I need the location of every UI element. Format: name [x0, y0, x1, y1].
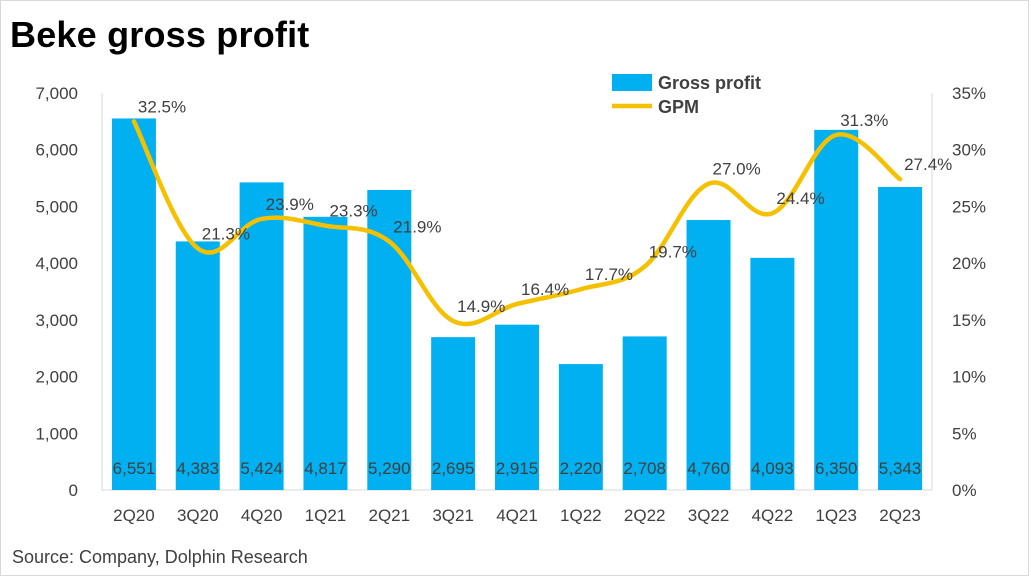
bar-data-label: 4,093 — [751, 459, 794, 478]
line-data-label: 21.9% — [393, 218, 441, 237]
y-left-tick-label: 7,000 — [35, 84, 78, 103]
x-tick-label: 2Q23 — [879, 506, 921, 525]
line-data-label: 24.4% — [776, 189, 824, 208]
line-data-label: 23.9% — [266, 195, 314, 214]
bar-gross-profit — [750, 257, 795, 490]
y-left-tick-label: 4,000 — [35, 254, 78, 273]
x-tick-label: 4Q21 — [496, 506, 538, 525]
y-right-tick-label: 15% — [952, 311, 986, 330]
x-tick-label: 2Q20 — [113, 506, 155, 525]
bar-data-label: 2,220 — [560, 459, 603, 478]
bar-gross-profit — [111, 118, 156, 490]
x-tick-label: 1Q22 — [560, 506, 602, 525]
x-tick-label: 1Q23 — [815, 506, 857, 525]
x-tick-label: 4Q20 — [241, 506, 283, 525]
line-data-label: 14.9% — [457, 297, 505, 316]
y-right-tick-label: 25% — [952, 197, 986, 216]
bar-data-label: 2,695 — [432, 459, 475, 478]
line-data-label: 21.3% — [202, 224, 250, 243]
x-tick-label: 3Q22 — [688, 506, 730, 525]
y-left-tick-label: 1,000 — [35, 424, 78, 443]
x-tick-label: 4Q22 — [752, 506, 794, 525]
line-data-label: 31.3% — [840, 111, 888, 130]
bar-data-label: 4,383 — [176, 459, 219, 478]
bar-gross-profit — [495, 324, 539, 490]
bar-gross-profit — [622, 336, 667, 490]
y-right-tick-label: 0% — [952, 481, 977, 500]
bar-gross-profit — [878, 186, 923, 490]
line-data-label: 27.4% — [904, 155, 952, 174]
y-left-tick-label: 2,000 — [35, 368, 78, 387]
bar-data-label: 5,424 — [240, 459, 283, 478]
x-tick-label: 3Q20 — [177, 506, 219, 525]
bar-data-label: 2,915 — [496, 459, 539, 478]
line-data-label: 19.7% — [649, 243, 697, 262]
x-tick-label: 3Q21 — [432, 506, 474, 525]
line-gpm — [131, 119, 903, 327]
legend-label-gpm: GPM — [658, 97, 699, 117]
legend-label-gross-profit: Gross profit — [658, 73, 761, 93]
y-right-tick-label: 5% — [952, 424, 977, 443]
x-tick-label: 2Q22 — [624, 506, 666, 525]
bar-gross-profit — [303, 216, 348, 490]
bar-data-label: 5,343 — [879, 459, 922, 478]
bar-data-label: 4,817 — [304, 459, 347, 478]
x-tick-label: 1Q21 — [305, 506, 347, 525]
line-data-label: 16.4% — [521, 280, 569, 299]
y-left-tick-label: 0 — [69, 481, 78, 500]
bar-data-label: 4,760 — [687, 459, 730, 478]
line-data-label: 32.5% — [138, 97, 186, 116]
legend-swatch-gross-profit — [612, 74, 652, 91]
y-right-tick-label: 30% — [952, 141, 986, 160]
bar-gross-profit — [431, 337, 476, 490]
bar-gross-profit — [814, 129, 859, 490]
bar-gross-profit — [175, 241, 220, 490]
source-note: Source: Company, Dolphin Research — [12, 547, 308, 567]
bar-data-label: 6,350 — [815, 459, 858, 478]
line-data-label: 17.7% — [585, 265, 633, 284]
bar-gross-profit — [558, 364, 603, 490]
y-right-tick-label: 20% — [952, 254, 986, 273]
bar-gross-profit — [239, 182, 284, 490]
y-left-tick-label: 6,000 — [35, 141, 78, 160]
bar-data-label: 6,551 — [113, 459, 156, 478]
line-data-label: 27.0% — [713, 160, 761, 179]
y-right-tick-label: 10% — [952, 368, 986, 387]
chart-title: Beke gross profit — [10, 14, 310, 55]
y-left-tick-label: 3,000 — [35, 311, 78, 330]
y-right-tick-label: 35% — [952, 84, 986, 103]
bar-data-label: 5,290 — [368, 459, 411, 478]
y-left-tick-label: 5,000 — [35, 197, 78, 216]
line-data-label: 23.3% — [329, 202, 377, 221]
x-tick-label: 2Q21 — [369, 506, 411, 525]
bar-gross-profit — [686, 220, 731, 491]
bar-data-label: 2,708 — [623, 459, 666, 478]
